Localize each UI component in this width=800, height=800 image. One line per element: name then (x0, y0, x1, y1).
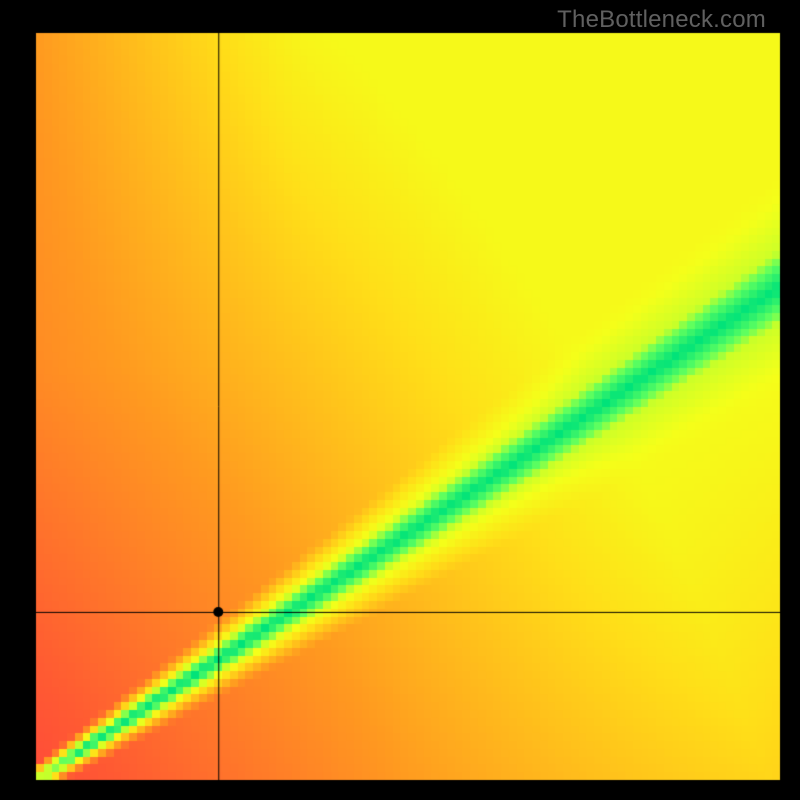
chart-container: TheBottleneck.com (0, 0, 800, 800)
watermark-text: TheBottleneck.com (557, 6, 766, 34)
heatmap-canvas (0, 0, 800, 800)
